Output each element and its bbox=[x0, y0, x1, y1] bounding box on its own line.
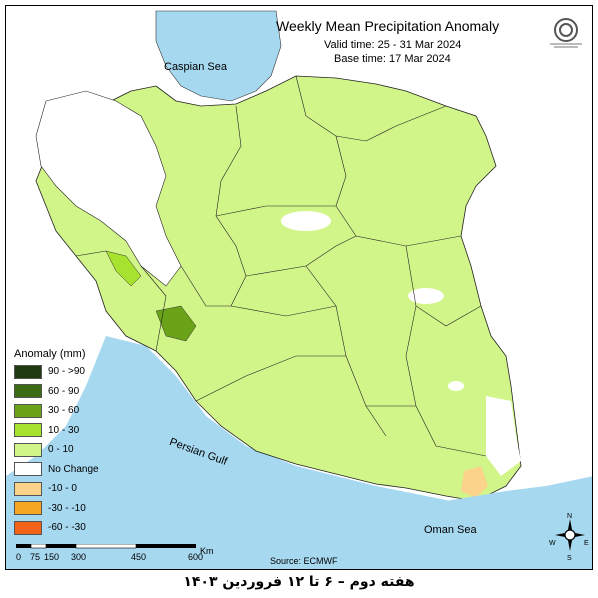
caspian-sea bbox=[155, 10, 282, 102]
legend-item: -30 - -10 bbox=[14, 499, 124, 519]
legend-label: -60 - -30 bbox=[48, 522, 86, 534]
caspian-sea-label: Caspian Sea bbox=[164, 61, 227, 73]
scale-unit: Km bbox=[200, 546, 214, 556]
no-change-patch-2 bbox=[408, 288, 444, 304]
legend-item: -10 - 0 bbox=[14, 479, 124, 499]
map-frame: Weekly Mean Precipitation Anomaly Valid … bbox=[5, 5, 593, 570]
legend-label: 30 - 60 bbox=[48, 405, 80, 417]
compass-s: S bbox=[567, 555, 572, 561]
oman-sea-label: Oman Sea bbox=[424, 524, 477, 536]
legend-swatch bbox=[14, 423, 42, 438]
legend-item: 90 - >90 bbox=[14, 362, 124, 382]
compass-n: N bbox=[567, 513, 572, 520]
scale-tick: 150 bbox=[44, 552, 59, 562]
legend-item: 30 - 60 bbox=[14, 401, 124, 421]
no-change-patch-3 bbox=[448, 381, 464, 391]
no-change-patch-1 bbox=[281, 211, 331, 231]
legend-label: -30 - -10 bbox=[48, 502, 86, 514]
legend-swatch bbox=[14, 442, 42, 457]
scale-bar: 0 75 150 300 450 600 Km bbox=[16, 544, 214, 562]
legend-swatch bbox=[14, 481, 42, 496]
no-change-southeast bbox=[486, 396, 521, 476]
legend: Anomaly (mm) 90 - >90 60 - 90 30 - 60 10 - … bbox=[14, 348, 124, 538]
compass-icon: N S E W bbox=[549, 513, 589, 561]
legend-item: 0 - 10 bbox=[14, 440, 124, 460]
compass-e: E bbox=[584, 540, 589, 547]
legend-swatch bbox=[14, 403, 42, 418]
legend-label: 60 - 90 bbox=[48, 385, 80, 397]
scale-tick: 0 bbox=[16, 552, 21, 562]
valid-time: Valid time: 25 - 31 Mar 2024 bbox=[324, 39, 462, 51]
legend-item: -60 - -30 bbox=[14, 518, 124, 538]
oman-sea bbox=[426, 476, 592, 569]
legend-item: 10 - 30 bbox=[14, 421, 124, 441]
legend-swatch bbox=[14, 501, 42, 516]
legend-label: 10 - 30 bbox=[48, 424, 80, 436]
legend-label: No Change bbox=[48, 463, 99, 475]
scale-tick: 300 bbox=[71, 552, 86, 562]
anomaly-10-30-west bbox=[105, 250, 142, 287]
base-time: Base time: 17 Mar 2024 bbox=[334, 53, 451, 65]
legend-label: 90 - >90 bbox=[48, 366, 85, 378]
organization-logo-icon bbox=[550, 18, 582, 48]
scale-tick: 75 bbox=[30, 552, 40, 562]
compass-w: W bbox=[549, 540, 556, 547]
legend-swatch bbox=[14, 384, 42, 399]
precipitation-map bbox=[6, 10, 592, 569]
anomaly-30-60-southwest bbox=[155, 305, 197, 342]
legend-label: 0 - 10 bbox=[48, 444, 74, 456]
legend-item: No Change bbox=[14, 460, 124, 480]
scale-tick: 600 bbox=[188, 552, 203, 562]
map-title: Weekly Mean Precipitation Anomaly bbox=[276, 18, 500, 34]
source-label: Source: ECMWF bbox=[270, 556, 338, 566]
province-borders bbox=[75, 75, 487, 457]
legend-swatch bbox=[14, 364, 42, 379]
anomaly-dry-southeast bbox=[461, 466, 488, 498]
legend-title: Anomaly (mm) bbox=[14, 348, 86, 360]
legend-item: 60 - 90 bbox=[14, 382, 124, 402]
legend-swatch bbox=[14, 520, 42, 535]
no-change-northwest bbox=[35, 90, 182, 287]
footer-caption: هفته دوم – ۶ تا ۱۲ فروردین ۱۴۰۳ bbox=[183, 574, 415, 590]
scale-tick: 450 bbox=[131, 552, 146, 562]
legend-label: -10 - 0 bbox=[48, 483, 77, 495]
legend-swatch bbox=[14, 462, 42, 477]
